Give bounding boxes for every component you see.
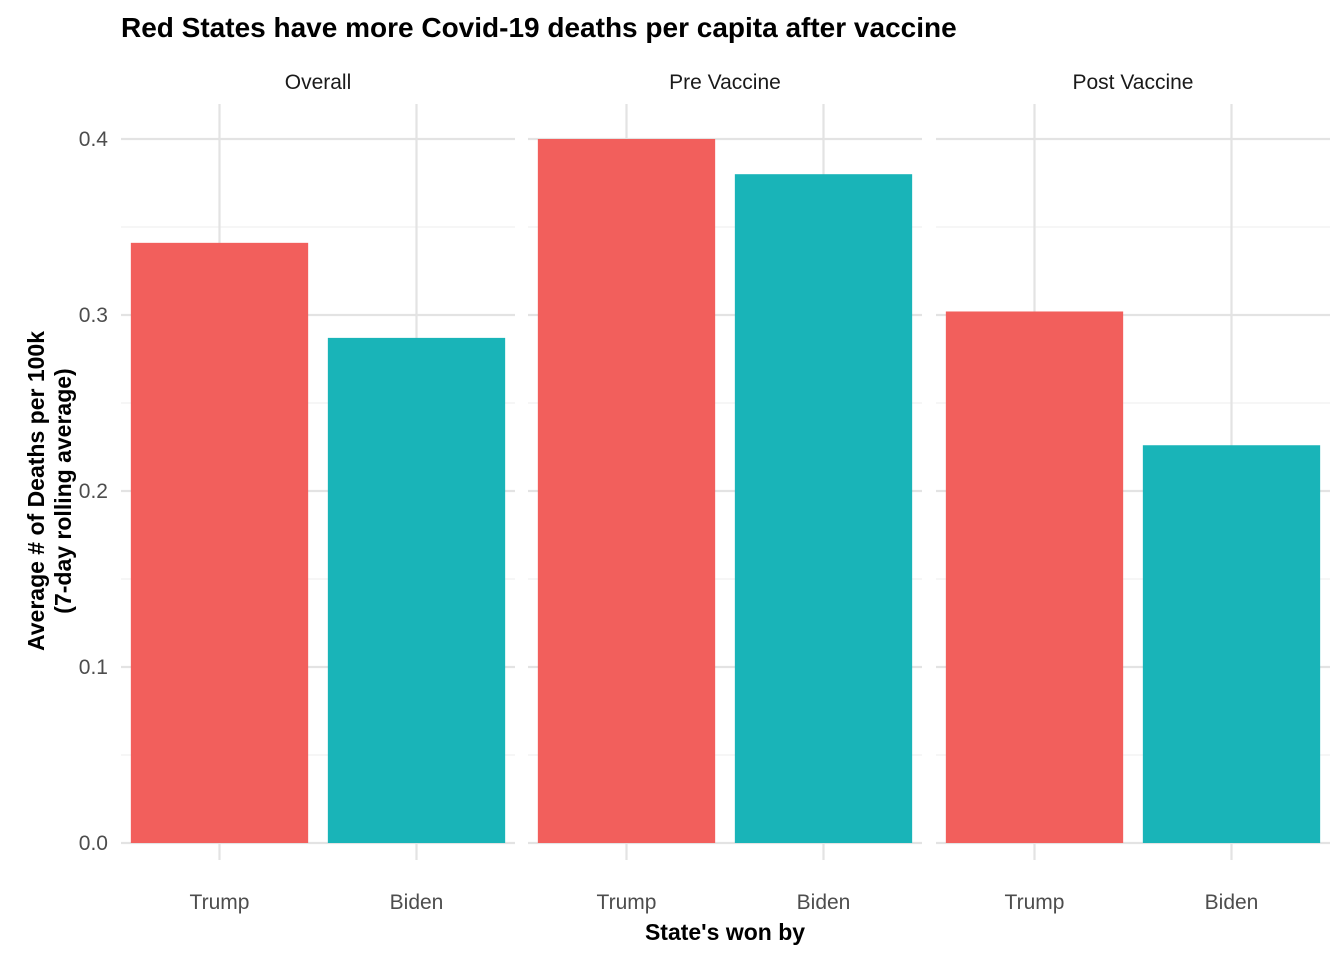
x-tick-label: Biden [1205, 891, 1259, 914]
y-tick-label: 0.2 [79, 480, 108, 503]
bar-trump [945, 311, 1124, 844]
y-tick-label: 0.0 [79, 832, 108, 855]
facet-panel: Post Vaccine Trump Biden [936, 71, 1330, 914]
facet-label: Post Vaccine [1072, 71, 1193, 94]
y-axis-ticks: 0.0 0.1 0.2 0.3 0.4 [79, 128, 109, 855]
bar-trump [537, 139, 716, 843]
chart-title: Red States have more Covid-19 deaths per… [121, 12, 957, 43]
bar-biden [327, 337, 506, 843]
bar-biden [1142, 445, 1321, 843]
bar-biden [734, 174, 913, 843]
x-tick-label: Trump [1005, 891, 1065, 914]
facet-label: Pre Vaccine [669, 71, 781, 94]
y-axis-title: Average # of Deaths per 100k (7-day roll… [23, 331, 76, 651]
y-tick-label: 0.4 [79, 128, 109, 151]
y-tick-label: 0.3 [79, 304, 108, 327]
facet-label: Overall [285, 71, 352, 94]
bar-trump [130, 242, 309, 844]
x-tick-label: Trump [597, 891, 657, 914]
facet-panel: Pre Vaccine Trump Biden [528, 71, 922, 914]
y-axis-title-line-1: Average # of Deaths per 100k [23, 331, 49, 651]
y-tick-label: 0.1 [79, 656, 108, 679]
x-tick-label: Biden [390, 891, 444, 914]
x-tick-label: Trump [190, 891, 250, 914]
facet-panel: Overall Trump Biden [121, 71, 515, 914]
y-axis-title-line-2: (7-day rolling average) [50, 368, 76, 613]
x-axis-title: State's won by [645, 919, 805, 945]
x-tick-label: Biden [797, 891, 851, 914]
